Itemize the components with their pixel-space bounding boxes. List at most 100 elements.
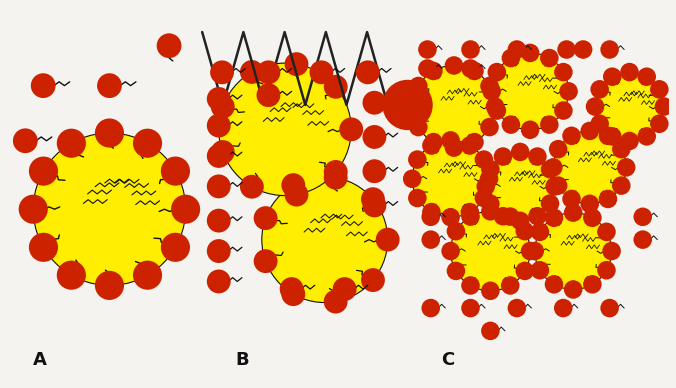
Ellipse shape [620,63,639,81]
Ellipse shape [465,133,484,151]
Ellipse shape [559,82,578,100]
Ellipse shape [603,68,621,86]
Ellipse shape [409,77,428,95]
Text: B: B [235,351,249,369]
Ellipse shape [157,33,181,58]
Ellipse shape [600,299,619,317]
Ellipse shape [408,189,427,207]
Ellipse shape [549,140,567,158]
Ellipse shape [617,158,635,177]
Ellipse shape [404,97,422,116]
Ellipse shape [486,97,504,116]
Ellipse shape [481,202,500,220]
Ellipse shape [581,194,599,213]
Ellipse shape [546,177,564,196]
Ellipse shape [491,53,569,130]
Ellipse shape [600,40,619,59]
Ellipse shape [29,233,58,262]
Ellipse shape [502,49,521,68]
Ellipse shape [403,170,421,188]
Ellipse shape [590,114,609,133]
Ellipse shape [324,166,347,190]
Ellipse shape [13,128,38,153]
Ellipse shape [481,194,500,213]
Ellipse shape [477,177,495,196]
Ellipse shape [597,223,616,241]
Ellipse shape [521,242,539,260]
Ellipse shape [207,209,231,232]
Ellipse shape [487,101,506,120]
Ellipse shape [597,261,616,279]
Ellipse shape [211,95,235,119]
Ellipse shape [324,290,347,314]
Ellipse shape [418,40,437,59]
Ellipse shape [574,40,592,59]
Ellipse shape [581,122,599,140]
Ellipse shape [511,211,529,230]
Ellipse shape [57,129,86,158]
Ellipse shape [262,177,388,303]
Ellipse shape [422,136,441,155]
Ellipse shape [207,87,231,111]
Ellipse shape [413,66,495,147]
Ellipse shape [493,207,512,225]
Ellipse shape [557,40,576,59]
Ellipse shape [562,190,581,208]
Ellipse shape [516,222,534,241]
Ellipse shape [562,126,581,145]
Ellipse shape [637,68,656,86]
Ellipse shape [540,115,558,134]
Ellipse shape [475,150,493,169]
Ellipse shape [133,261,162,290]
Ellipse shape [421,299,440,317]
Ellipse shape [210,61,234,84]
Ellipse shape [545,208,563,227]
Ellipse shape [501,276,520,295]
Ellipse shape [333,277,356,301]
Ellipse shape [324,160,347,184]
Ellipse shape [256,61,281,84]
Ellipse shape [310,61,333,84]
Ellipse shape [356,61,380,84]
Ellipse shape [554,101,573,120]
Ellipse shape [480,77,499,95]
Ellipse shape [161,156,190,186]
Ellipse shape [409,118,428,136]
Ellipse shape [207,175,231,198]
Ellipse shape [602,242,621,260]
Ellipse shape [475,189,493,207]
Ellipse shape [133,129,162,158]
Ellipse shape [461,299,480,317]
Ellipse shape [362,194,387,217]
Ellipse shape [281,173,305,197]
Ellipse shape [441,208,460,227]
Ellipse shape [481,322,500,340]
Ellipse shape [583,275,602,294]
Ellipse shape [421,230,440,249]
Ellipse shape [280,277,304,301]
Ellipse shape [535,213,612,289]
Ellipse shape [554,299,573,317]
Ellipse shape [481,160,500,178]
Ellipse shape [461,59,480,78]
Ellipse shape [362,125,387,149]
Ellipse shape [412,140,489,217]
Ellipse shape [521,121,539,139]
Ellipse shape [422,203,441,221]
Ellipse shape [445,56,463,75]
Ellipse shape [33,133,186,286]
Ellipse shape [540,49,558,68]
Ellipse shape [161,233,190,262]
Ellipse shape [362,159,387,183]
Ellipse shape [285,52,308,76]
Ellipse shape [612,176,631,195]
Ellipse shape [541,194,559,213]
Ellipse shape [421,208,440,226]
Ellipse shape [544,158,562,177]
Ellipse shape [207,270,231,293]
Ellipse shape [281,282,305,306]
Ellipse shape [650,80,669,99]
Ellipse shape [487,63,506,81]
Ellipse shape [528,147,547,166]
Ellipse shape [376,228,400,251]
